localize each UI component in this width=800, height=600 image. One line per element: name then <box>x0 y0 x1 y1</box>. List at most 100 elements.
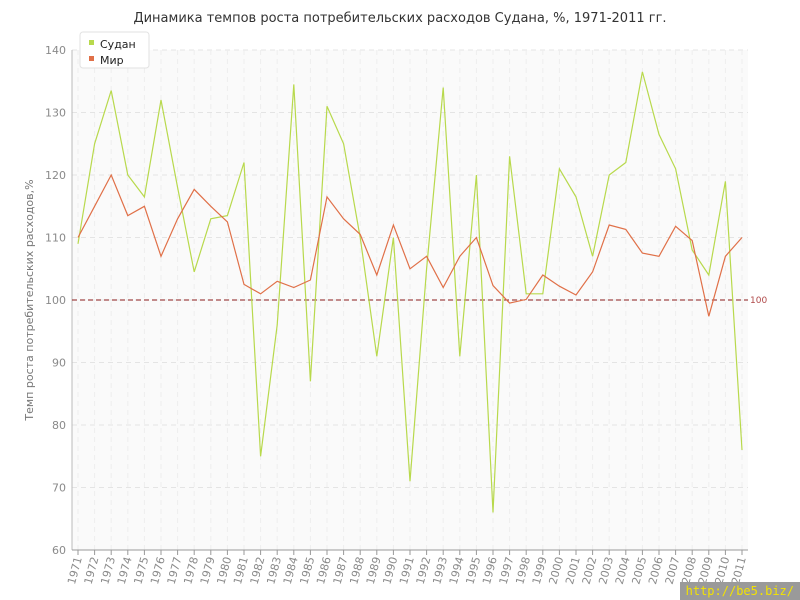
data-point[interactable] <box>574 194 579 199</box>
data-point[interactable] <box>524 291 529 296</box>
data-point[interactable] <box>540 273 545 278</box>
data-point[interactable] <box>723 179 728 184</box>
data-point[interactable] <box>109 173 114 178</box>
data-point[interactable] <box>474 235 479 240</box>
data-point[interactable] <box>507 301 512 306</box>
data-point[interactable] <box>590 254 595 259</box>
data-point[interactable] <box>92 204 97 209</box>
data-point[interactable] <box>208 204 213 209</box>
data-point[interactable] <box>574 293 579 298</box>
y-tick-label: 60 <box>52 544 66 557</box>
data-point[interactable] <box>159 98 164 103</box>
data-point[interactable] <box>640 251 645 256</box>
data-point[interactable] <box>92 141 97 146</box>
data-point[interactable] <box>673 224 678 229</box>
data-point[interactable] <box>441 85 446 90</box>
data-point[interactable] <box>275 279 280 284</box>
legend-entry-1[interactable]: Мир <box>100 54 124 67</box>
data-point[interactable] <box>740 235 745 240</box>
data-point[interactable] <box>192 187 197 192</box>
data-point[interactable] <box>275 323 280 328</box>
data-point[interactable] <box>706 314 711 319</box>
data-point[interactable] <box>192 269 197 274</box>
data-point[interactable] <box>258 454 263 459</box>
data-point[interactable] <box>109 88 114 93</box>
data-point[interactable] <box>225 219 230 224</box>
data-point[interactable] <box>424 266 429 271</box>
data-point[interactable] <box>723 254 728 259</box>
data-point[interactable] <box>590 269 595 274</box>
reference-line-label: 100 <box>750 296 767 306</box>
y-tick-label: 130 <box>45 107 66 120</box>
chart-title: Динамика темпов роста потребительских ра… <box>133 11 666 26</box>
series-line-0 <box>77 71 743 513</box>
series-group <box>76 69 745 515</box>
data-point[interactable] <box>474 173 479 178</box>
data-point[interactable] <box>291 82 296 87</box>
y-tick-label: 140 <box>45 44 66 57</box>
data-point[interactable] <box>374 354 379 359</box>
data-point[interactable] <box>540 291 545 296</box>
data-point[interactable] <box>175 185 180 190</box>
data-point[interactable] <box>242 160 247 165</box>
data-point[interactable] <box>391 235 396 240</box>
data-point[interactable] <box>208 216 213 221</box>
data-point[interactable] <box>740 448 745 453</box>
data-point[interactable] <box>507 154 512 159</box>
data-point[interactable] <box>524 297 529 302</box>
data-point[interactable] <box>408 266 413 271</box>
reference-line: 100 <box>72 296 767 306</box>
data-point[interactable] <box>291 285 296 290</box>
data-point[interactable] <box>657 132 662 137</box>
watermark: http://be5.biz/ <box>679 582 800 600</box>
data-point[interactable] <box>391 223 396 228</box>
data-point[interactable] <box>457 254 462 259</box>
data-point[interactable] <box>607 223 612 228</box>
y-axis-label: Темп роста потребительских расходов,% <box>23 179 36 421</box>
data-point[interactable] <box>76 235 81 240</box>
data-point[interactable] <box>673 166 678 171</box>
y-tick-label: 120 <box>45 169 66 182</box>
data-point[interactable] <box>142 194 147 199</box>
data-point[interactable] <box>308 379 313 384</box>
data-point[interactable] <box>308 278 313 283</box>
data-point[interactable] <box>408 479 413 484</box>
data-point[interactable] <box>640 69 645 74</box>
y-tick-label: 100 <box>45 294 66 307</box>
data-point[interactable] <box>557 284 562 289</box>
data-point[interactable] <box>690 238 695 243</box>
grid <box>72 49 748 551</box>
y-tick-label: 110 <box>45 232 66 245</box>
legend[interactable]: Судан Мир <box>79 31 150 69</box>
data-point[interactable] <box>76 241 81 246</box>
data-point[interactable] <box>125 173 130 178</box>
data-point[interactable] <box>175 216 180 221</box>
data-point[interactable] <box>325 104 330 109</box>
legend-entry-0[interactable]: Судан <box>100 38 136 51</box>
data-point[interactable] <box>706 273 711 278</box>
data-point[interactable] <box>457 354 462 359</box>
data-point[interactable] <box>341 216 346 221</box>
data-point[interactable] <box>607 173 612 178</box>
data-point[interactable] <box>242 282 247 287</box>
data-point[interactable] <box>225 213 230 218</box>
data-point[interactable] <box>258 291 263 296</box>
data-point[interactable] <box>441 285 446 290</box>
legend-swatch <box>89 56 94 61</box>
data-point[interactable] <box>657 254 662 259</box>
series-line-1 <box>77 173 743 317</box>
data-point[interactable] <box>358 232 363 237</box>
data-point[interactable] <box>623 227 628 232</box>
data-point[interactable] <box>557 166 562 171</box>
data-point[interactable] <box>374 273 379 278</box>
data-point[interactable] <box>341 141 346 146</box>
data-point[interactable] <box>623 160 628 165</box>
data-point[interactable] <box>424 254 429 259</box>
data-point[interactable] <box>491 510 496 515</box>
data-point[interactable] <box>142 204 147 209</box>
data-point[interactable] <box>325 194 330 199</box>
data-point[interactable] <box>491 283 496 288</box>
data-point[interactable] <box>159 254 164 259</box>
data-point[interactable] <box>125 213 130 218</box>
